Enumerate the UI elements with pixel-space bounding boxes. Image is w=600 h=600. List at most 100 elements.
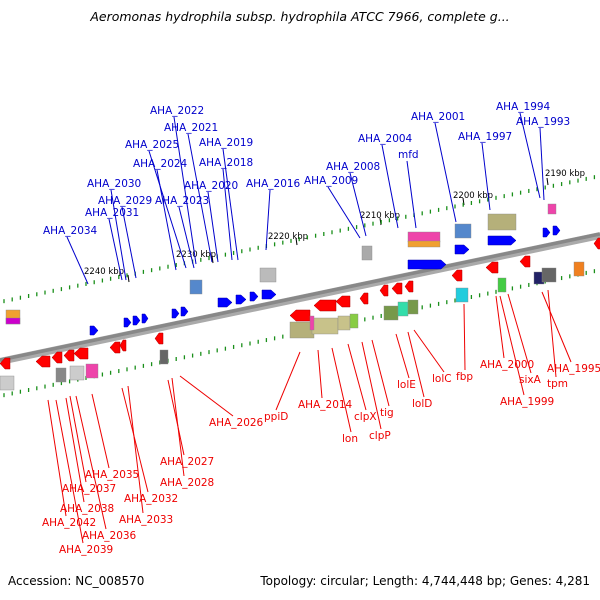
feature-block[interactable] <box>311 317 339 335</box>
reverse-gene-arrow[interactable] <box>391 282 403 295</box>
feature-block[interactable] <box>189 279 203 295</box>
reverse-gene-label[interactable]: sixA <box>519 374 542 386</box>
feature-block[interactable] <box>159 349 169 365</box>
forward-gene-label[interactable]: AHA_2009 <box>304 175 358 187</box>
feature-block[interactable] <box>69 365 85 381</box>
forward-gene-label[interactable]: AHA_2025 <box>125 139 179 151</box>
feature-block[interactable] <box>349 313 359 329</box>
feature-block[interactable] <box>309 315 315 331</box>
reverse-gene-arrow[interactable] <box>404 280 414 293</box>
forward-gene-label[interactable]: AHA_2016 <box>246 178 301 190</box>
reverse-gene-label[interactable]: AHA_2036 <box>82 530 137 542</box>
forward-gene-label[interactable]: AHA_1994 <box>496 101 551 113</box>
reverse-gene-label[interactable]: AHA_2026 <box>209 417 264 429</box>
reverse-gene-label[interactable]: AHA_1995 <box>547 363 600 375</box>
forward-gene-arrow[interactable] <box>132 315 141 326</box>
reverse-gene-label[interactable]: AHA_2027 <box>160 456 214 468</box>
forward-gene-arrow[interactable] <box>552 225 561 236</box>
reverse-gene-arrow[interactable] <box>359 292 369 305</box>
reverse-gene-label[interactable]: tpm <box>547 378 568 390</box>
reverse-gene-label[interactable]: ppiD <box>264 411 288 423</box>
reverse-gene-arrow[interactable] <box>63 349 75 362</box>
forward-gene-label[interactable]: AHA_2004 <box>358 133 413 145</box>
reverse-gene-label[interactable]: clpX <box>354 411 377 423</box>
feature-block[interactable] <box>85 363 99 379</box>
forward-gene-arrow[interactable] <box>249 291 259 302</box>
feature-block[interactable] <box>361 245 373 261</box>
reverse-gene-arrow[interactable] <box>313 299 337 312</box>
forward-gene-label[interactable]: AHA_2020 <box>184 180 238 192</box>
forward-gene-arrow[interactable] <box>171 308 180 319</box>
forward-gene-label[interactable]: mfd <box>398 149 419 161</box>
forward-gene-label[interactable]: AHA_1993 <box>516 116 570 128</box>
forward-gene-label[interactable]: AHA_2024 <box>133 158 188 170</box>
forward-gene-label[interactable]: AHA_2031 <box>85 207 139 219</box>
forward-gene-arrow[interactable] <box>487 235 517 246</box>
reverse-gene-label[interactable]: AHA_2033 <box>119 514 173 526</box>
feature-block[interactable] <box>547 203 557 215</box>
reverse-gene-arrow[interactable] <box>51 351 63 364</box>
forward-gene-label[interactable]: AHA_2008 <box>326 161 380 173</box>
forward-gene-arrow[interactable] <box>407 259 447 270</box>
feature-block[interactable] <box>55 367 67 383</box>
feature-block[interactable] <box>383 305 399 321</box>
forward-gene-arrow[interactable] <box>180 306 189 317</box>
forward-gene-arrow[interactable] <box>217 297 233 308</box>
reverse-gene-label[interactable]: lolC <box>432 373 452 385</box>
reverse-gene-label[interactable]: AHA_2014 <box>298 399 353 411</box>
reverse-gene-label[interactable]: AHA_2038 <box>60 503 114 515</box>
reverse-gene-label[interactable]: tig <box>380 407 394 419</box>
forward-gene-label[interactable]: AHA_2029 <box>98 195 152 207</box>
forward-gene-arrow[interactable] <box>141 313 149 324</box>
reverse-gene-label[interactable]: AHA_2000 <box>480 359 534 371</box>
feature-block[interactable] <box>407 240 441 248</box>
feature-block[interactable] <box>5 317 21 325</box>
forward-gene-label[interactable]: AHA_2018 <box>199 157 253 169</box>
feature-block[interactable] <box>259 267 277 283</box>
reverse-gene-label[interactable]: fbp <box>456 371 473 383</box>
reverse-gene-arrow[interactable] <box>485 261 499 274</box>
forward-gene-label[interactable]: AHA_2023 <box>155 195 209 207</box>
forward-gene-label[interactable]: AHA_2021 <box>164 122 218 134</box>
forward-gene-label[interactable]: AHA_2034 <box>43 225 98 237</box>
feature-block[interactable] <box>541 267 557 283</box>
feature-block[interactable] <box>407 299 419 315</box>
reverse-gene-label[interactable]: AHA_2028 <box>160 477 214 489</box>
reverse-gene-arrow[interactable] <box>73 347 89 360</box>
forward-gene-label[interactable]: AHA_2022 <box>150 105 204 117</box>
reverse-gene-label[interactable]: lolD <box>412 398 432 410</box>
reverse-gene-label[interactable]: clpP <box>369 430 391 442</box>
reverse-gene-arrow[interactable] <box>335 295 351 308</box>
feature-block[interactable] <box>454 223 472 239</box>
reverse-gene-arrow[interactable] <box>154 332 164 345</box>
reverse-gene-arrow[interactable] <box>35 355 51 368</box>
reverse-gene-arrow[interactable] <box>119 339 127 352</box>
feature-block[interactable] <box>0 375 15 391</box>
forward-gene-arrow[interactable] <box>89 325 99 336</box>
feature-block[interactable] <box>397 301 409 317</box>
feature-block[interactable] <box>487 213 517 231</box>
reverse-gene-label[interactable]: lolE <box>397 379 416 391</box>
forward-gene-arrow[interactable] <box>235 294 247 305</box>
feature-block[interactable] <box>497 277 507 293</box>
forward-gene-arrow[interactable] <box>454 244 470 255</box>
forward-gene-arrow[interactable] <box>261 289 277 300</box>
reverse-gene-label[interactable]: AHA_2032 <box>124 493 178 505</box>
feature-block[interactable] <box>573 261 585 277</box>
reverse-gene-arrow[interactable] <box>451 269 463 282</box>
reverse-gene-label[interactable]: lon <box>342 433 358 445</box>
forward-gene-label[interactable]: AHA_2001 <box>411 111 465 123</box>
feature-block[interactable] <box>455 287 469 303</box>
reverse-gene-arrow[interactable] <box>593 237 600 250</box>
forward-gene-label[interactable]: AHA_2019 <box>199 137 253 149</box>
reverse-gene-arrow[interactable] <box>0 357 11 370</box>
forward-gene-label[interactable]: AHA_1997 <box>458 131 512 143</box>
reverse-gene-arrow[interactable] <box>379 284 389 297</box>
feature-block[interactable] <box>337 315 351 331</box>
reverse-gene-label[interactable]: AHA_2039 <box>59 544 113 556</box>
reverse-gene-arrow[interactable] <box>109 341 121 354</box>
reverse-gene-label[interactable]: AHA_2035 <box>85 469 139 481</box>
reverse-gene-label[interactable]: AHA_2042 <box>42 517 96 529</box>
forward-gene-arrow[interactable] <box>542 227 551 238</box>
feature-block[interactable] <box>407 231 441 243</box>
